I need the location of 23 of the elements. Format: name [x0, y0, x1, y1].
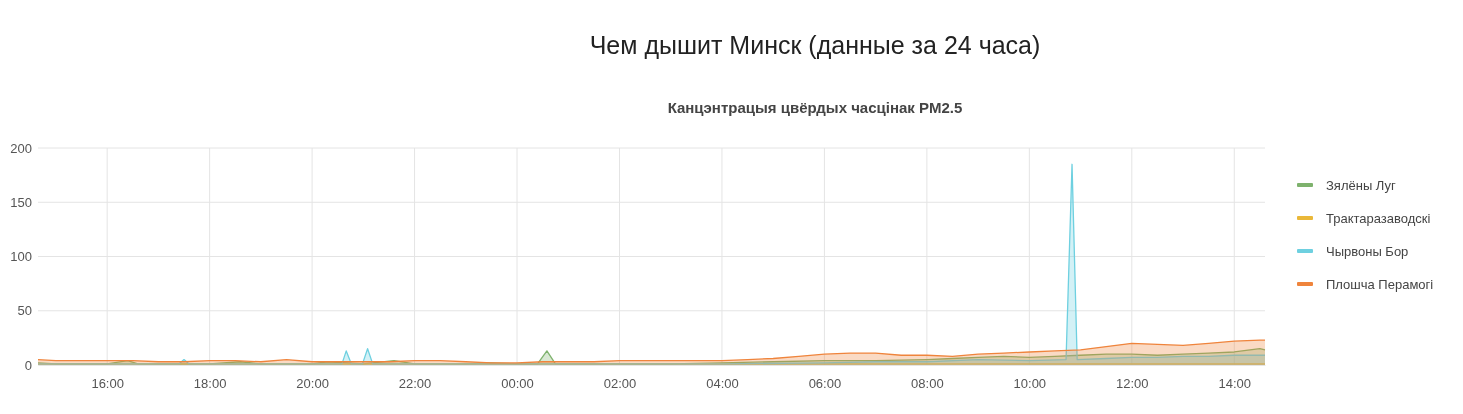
- x-tick-label: 00:00: [501, 376, 534, 392]
- x-tick-label: 18:00: [193, 376, 227, 392]
- legend-label: Зялёны Луг: [1326, 178, 1397, 193]
- x-tick-label: 04:00: [706, 376, 739, 392]
- y-tick-label: 200: [10, 140, 32, 156]
- y-tick-label: 0: [24, 357, 32, 373]
- chart-title: Чем дышит Минск (данные за 24 часа): [589, 31, 1041, 59]
- x-tick-label: 06:00: [808, 376, 842, 392]
- x-tick-label: 16:00: [91, 376, 124, 392]
- y-tick-label: 100: [10, 249, 32, 265]
- legend-label: Чырвоны Бор: [1326, 244, 1409, 259]
- y-tick-label: 50: [17, 303, 32, 319]
- y-tick-label: 150: [10, 194, 32, 210]
- x-tick-label: 20:00: [296, 376, 329, 392]
- legend-label: Трактаразаводскі: [1326, 211, 1431, 226]
- x-tick-label: 10:00: [1013, 376, 1047, 392]
- legend-label: Плошча Перамогі: [1326, 277, 1434, 292]
- chart-subtitle: Канцэнтрацыя цвёрдых часцінак PM2.5: [667, 99, 963, 116]
- x-tick-label: 14:00: [1218, 376, 1252, 392]
- x-tick-label: 02:00: [603, 376, 637, 392]
- x-tick-label: 12:00: [1116, 376, 1149, 392]
- x-tick-label: 22:00: [398, 376, 432, 392]
- x-tick-label: 08:00: [911, 376, 944, 392]
